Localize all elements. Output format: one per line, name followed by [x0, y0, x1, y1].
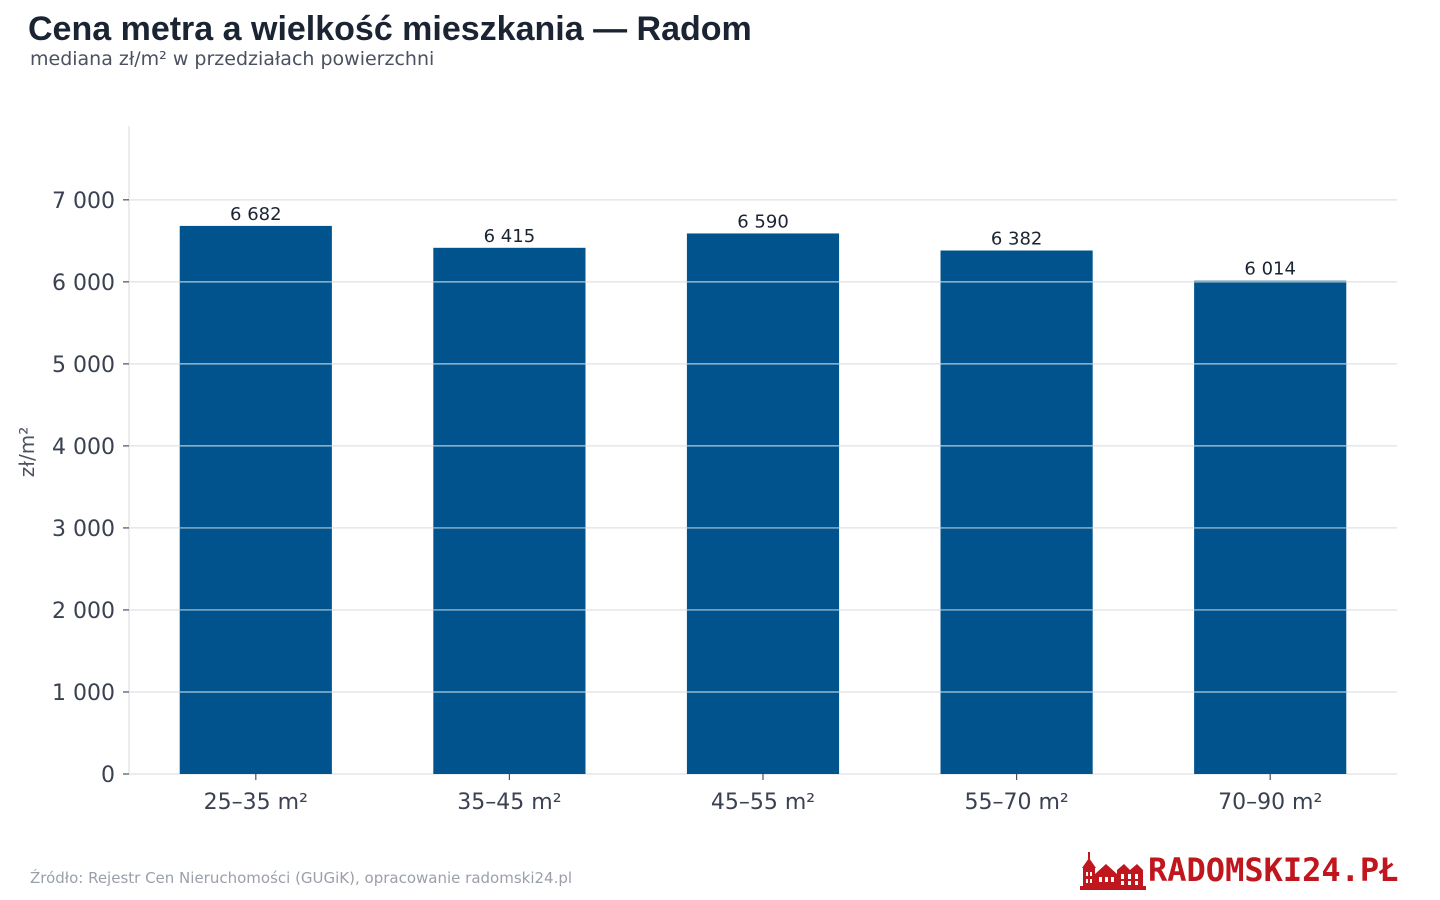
y-tick-label: 2 000 — [52, 599, 115, 624]
bar — [686, 233, 840, 774]
x-tick-label: 45–55 m² — [711, 790, 815, 815]
x-tick-label: 35–45 m² — [457, 790, 561, 815]
y-tick-label: 6 000 — [52, 271, 115, 296]
labels: 6 682 25–35 m² 6 415 35–45 m² 6 590 45–55 m² 6… — [204, 204, 1323, 815]
y-tick-label: 3 000 — [52, 517, 115, 542]
bar — [940, 250, 1093, 775]
y-tick-label: 0 — [101, 763, 115, 788]
source-note: Źródło: Rejestr Cen Nieruchomości (GUGiK… — [30, 869, 573, 887]
y-tick-label: 7 000 — [52, 189, 115, 214]
bar-value-label: 6 382 — [991, 229, 1043, 250]
radomski24-logo: RADOMSKI24.PŁ — [1080, 848, 1412, 892]
chart-title: Cena metra a wielkość mieszkania — Radom — [28, 10, 752, 48]
y-tick-label: 5 000 — [52, 353, 115, 378]
x-tick-label: 70–90 m² — [1218, 790, 1322, 815]
y-tick-label: 1 000 — [52, 681, 115, 706]
bar-value-label: 6 590 — [737, 211, 789, 232]
town-hall-icon — [1080, 852, 1146, 890]
bar-value-label: 6 682 — [230, 204, 282, 225]
bar-value-label: 6 415 — [484, 226, 536, 247]
y-tick-label: 4 000 — [52, 435, 115, 460]
bar-gridlines-overlay — [179, 281, 1347, 693]
bar — [433, 247, 586, 774]
chart-subtitle: mediana zł/m² w przedziałach powierzchni — [30, 48, 435, 70]
y-axis-label: zł/m² — [15, 427, 39, 477]
axes: zł/m² 0 1 000 2 000 3 000 4 000 5 000 6 000 7 0… — [15, 126, 1397, 788]
bar — [179, 225, 332, 774]
logo-text: RADOMSKI24.PŁ — [1148, 851, 1399, 889]
x-tick-label: 25–35 m² — [204, 790, 308, 815]
bar-value-label: 6 014 — [1244, 259, 1296, 280]
x-tick-label: 55–70 m² — [964, 790, 1068, 815]
